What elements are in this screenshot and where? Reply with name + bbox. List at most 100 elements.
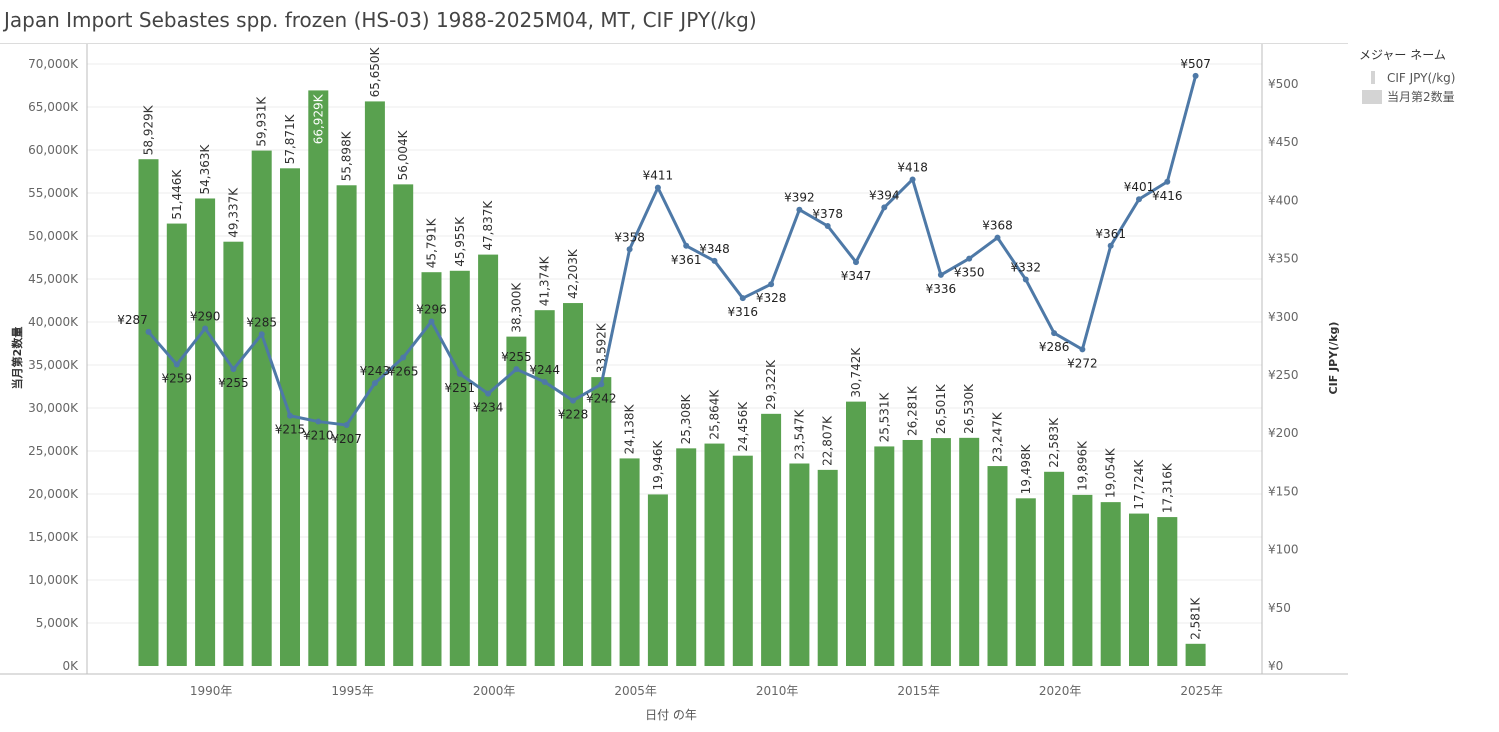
bar-label: 19,054K [1104,447,1118,498]
line-point[interactable] [173,361,180,368]
line-point[interactable] [1022,276,1029,283]
bar-label: 49,337K [226,187,240,238]
bar[interactable] [534,310,555,666]
legend-item-quantity[interactable]: 当月第2数量 [1359,87,1455,106]
line-point[interactable] [1079,346,1086,353]
bar[interactable] [874,446,895,666]
bar[interactable] [308,90,329,667]
legend[interactable]: メジャー ネーム CIF JPY(/kg) 当月第2数量 [1359,46,1455,106]
line-point[interactable] [768,281,775,288]
bar-label: 25,308K [679,393,693,444]
y2-tick-label: ¥500 [1268,77,1299,91]
line-label: ¥259 [162,372,193,386]
bar[interactable] [789,463,810,666]
legend-item-cif[interactable]: CIF JPY(/kg) [1359,68,1455,87]
bar[interactable] [138,159,159,666]
line-point[interactable] [654,184,661,191]
line-label: ¥411 [643,169,674,183]
line-label: ¥507 [1180,57,1211,71]
bar[interactable] [223,241,244,667]
line-point[interactable] [909,176,916,183]
axes: 0K 5,000K 10,000K 15,000K 20,000K 25,000K 30,0… [0,44,1348,698]
bar[interactable] [732,455,753,666]
bar[interactable] [1100,502,1121,666]
line-point[interactable] [145,328,152,335]
line-point[interactable] [824,223,831,230]
line-swatch-icon [1371,71,1375,84]
line-point[interactable] [202,325,209,332]
line-point[interactable] [1192,72,1199,79]
line-point[interactable] [1136,196,1142,203]
line-point[interactable] [796,206,803,213]
bar[interactable] [563,303,583,666]
bar[interactable] [166,223,187,667]
bar[interactable] [251,150,272,667]
line-label: ¥207 [331,432,362,446]
line-point[interactable] [428,318,435,325]
y2-tick-label: ¥350 [1268,252,1299,266]
line-point[interactable] [1051,330,1058,337]
line-label: ¥287 [117,313,148,327]
bar[interactable] [195,198,216,666]
line-label: ¥290 [190,309,221,323]
line-point[interactable] [287,412,293,419]
bar[interactable] [591,377,612,666]
bar[interactable] [959,437,980,666]
bar[interactable] [987,466,1008,666]
line-point[interactable] [456,370,463,377]
bar[interactable] [930,438,951,666]
bar[interactable] [478,254,499,666]
bar[interactable] [1185,643,1206,666]
line-point[interactable] [315,418,322,425]
line-point[interactable] [966,255,973,262]
line-point[interactable] [258,331,265,338]
line-point[interactable] [598,381,605,388]
line-point[interactable] [570,397,576,404]
line-point[interactable] [994,234,1001,241]
line-point[interactable] [1107,242,1114,249]
y-tick-label: 70,000K [28,57,79,71]
bar[interactable] [704,443,725,666]
bar[interactable] [506,336,527,666]
bar[interactable] [421,272,442,666]
line-point[interactable] [711,257,718,264]
bar[interactable] [817,469,838,666]
line-point[interactable] [683,242,690,249]
bar-label: 26,281K [906,385,920,436]
bar[interactable] [676,448,697,666]
line-label: ¥255 [218,376,249,390]
y-tick-label: 5,000K [36,616,79,630]
line-label: ¥348 [699,242,730,256]
bar[interactable] [619,458,640,666]
line-point[interactable] [230,366,237,373]
line-point[interactable] [513,366,520,373]
line-label: ¥361 [671,253,702,267]
bar[interactable] [1015,498,1036,666]
line-point[interactable] [626,246,633,253]
line-point[interactable] [881,204,888,211]
bar[interactable] [1157,517,1178,666]
line-point[interactable] [371,380,378,387]
line-point[interactable] [853,259,859,266]
bar[interactable] [902,439,923,666]
line-point[interactable] [400,354,407,361]
bar[interactable] [1129,513,1149,666]
bar[interactable] [647,494,668,666]
cif-price-line[interactable] [147,75,1198,427]
line-point[interactable] [937,271,944,278]
line-point[interactable] [739,295,746,302]
bar-label: 66,929K [311,93,325,144]
bar[interactable] [1072,494,1093,666]
bar[interactable] [846,401,866,666]
line-label: ¥394 [869,188,900,202]
line-point[interactable] [541,378,548,385]
bar[interactable] [761,413,782,666]
x-tick-label: 2015年 [897,684,940,698]
bar[interactable] [1044,471,1065,666]
bar[interactable] [393,184,414,666]
line-point[interactable] [485,390,492,397]
bar[interactable] [449,270,470,666]
line-point[interactable] [343,422,350,429]
line-point[interactable] [1164,178,1171,185]
